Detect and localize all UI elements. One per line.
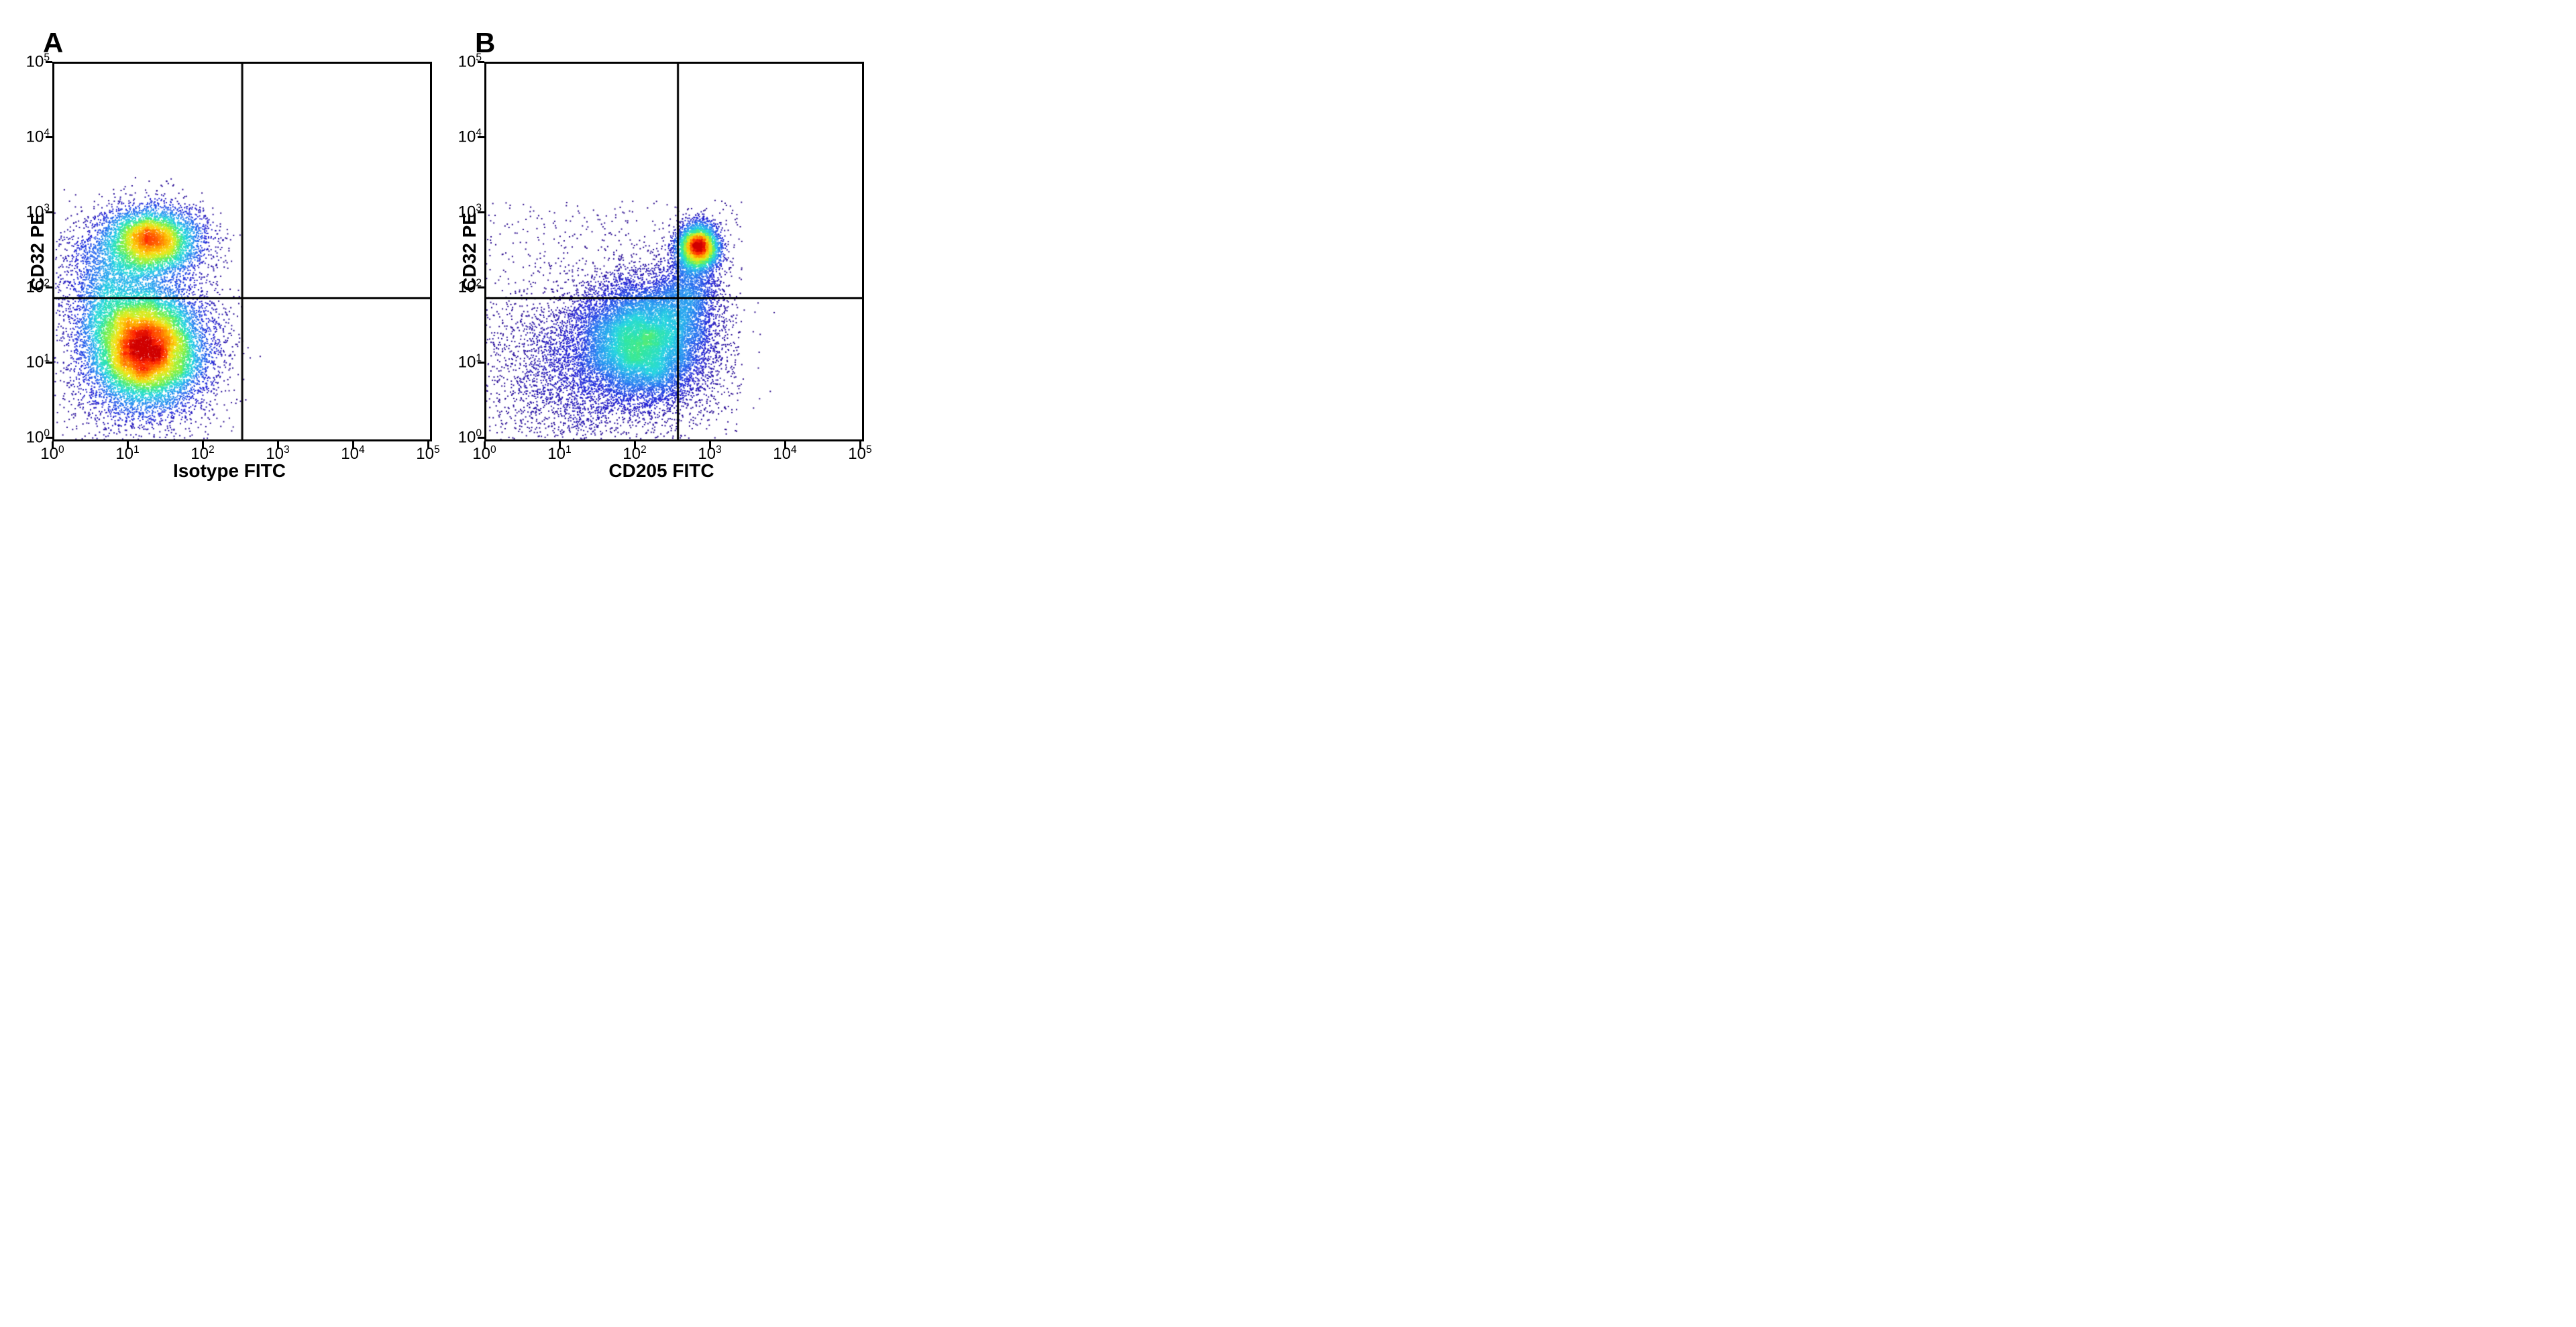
x-ticks: 100101102103104105: [484, 444, 864, 464]
density-plot: [52, 62, 432, 441]
x-ticks: 100101102103104105: [52, 444, 432, 464]
plot-area: 100101102103104105100101102103104105: [484, 62, 864, 441]
flow-panel-B: BCD32 PE10010110210310410510010110210310…: [459, 27, 864, 482]
y-ticks: 100101102103104105: [0, 62, 50, 441]
density-plot: [484, 62, 864, 441]
flow-panel-A: ACD32 PE10010110210310410510010110210310…: [27, 27, 432, 482]
plot-area: 100101102103104105100101102103104105: [52, 62, 432, 441]
y-ticks: 100101102103104105: [429, 62, 482, 441]
